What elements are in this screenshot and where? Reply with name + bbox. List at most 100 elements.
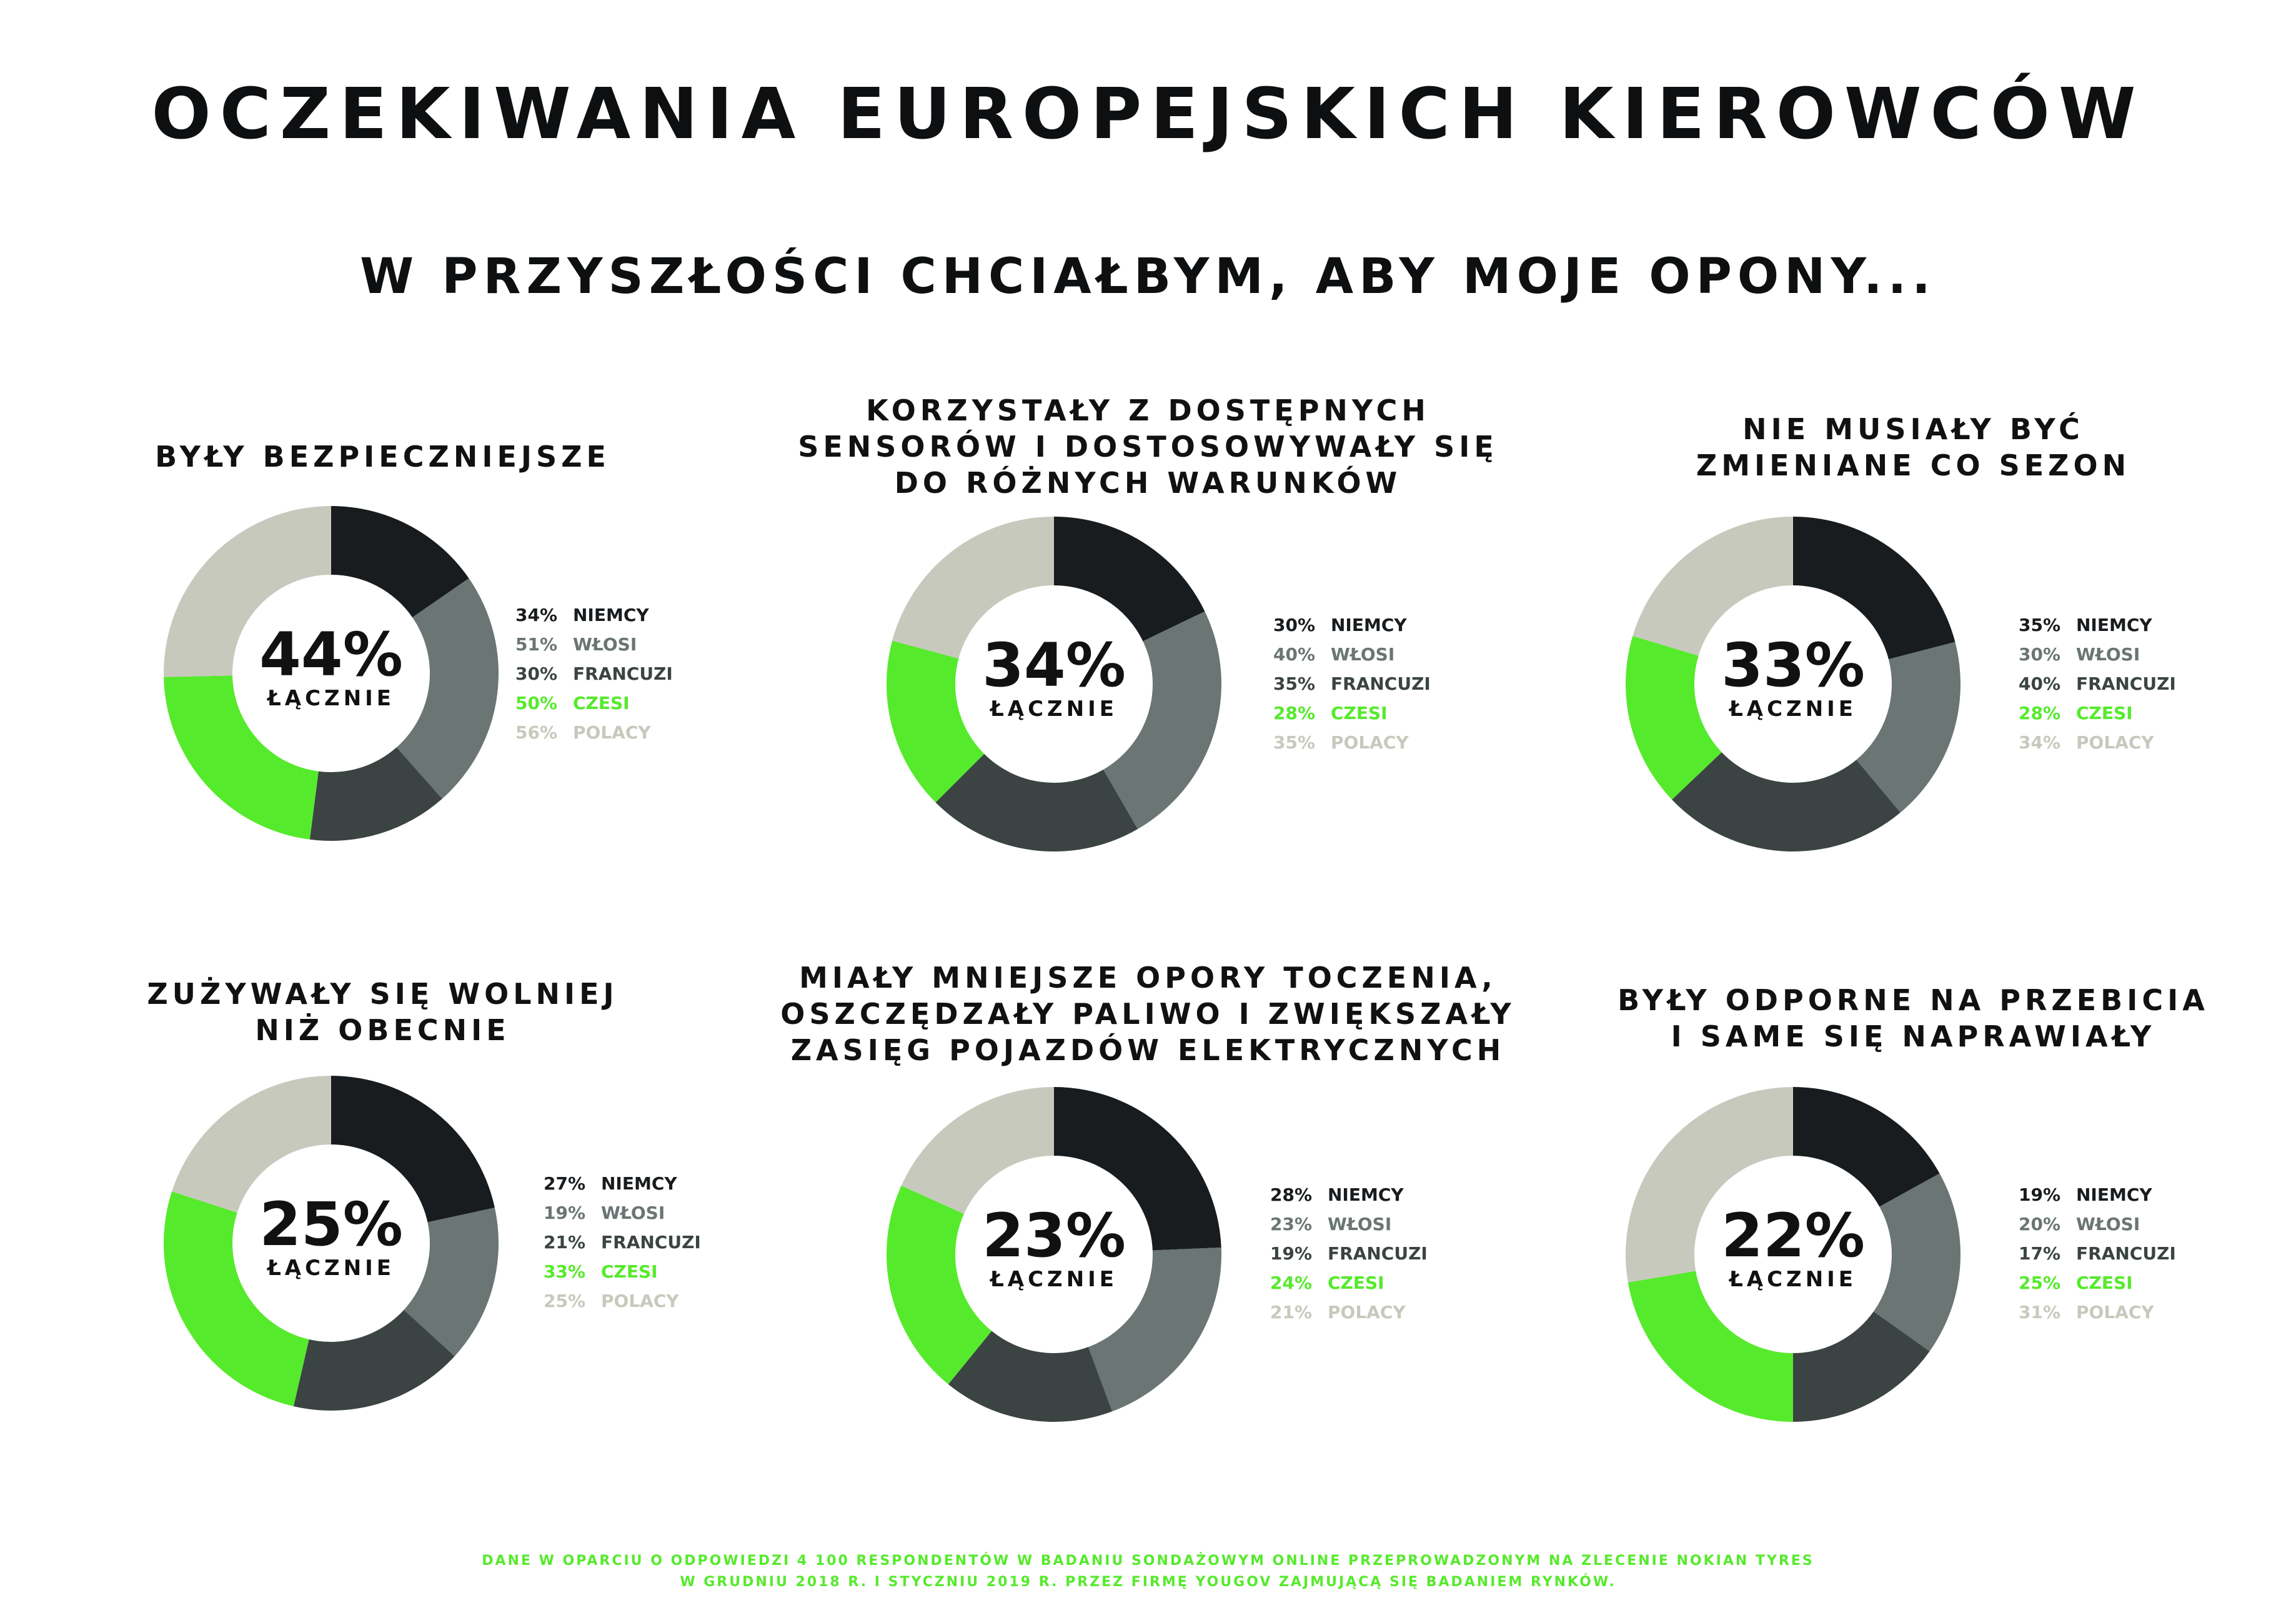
total-label: ŁĄCZNIE [990, 697, 1118, 722]
legend-label: POLACY [2076, 732, 2154, 753]
legend-row-wlosi: 23% WŁOSI [1270, 1214, 1428, 1243]
legend-label: NIEMCY [1328, 1184, 1404, 1205]
legend-row-polacy: 31% POLACY [2019, 1302, 2176, 1331]
slice-wlosi [1873, 1173, 1961, 1352]
slice-niemcy [331, 1076, 495, 1223]
legend-row-niemcy: 27% NIEMCY [544, 1173, 701, 1203]
legend-value: 21% [1270, 1302, 1313, 1323]
legend-row-polacy: 34% POLACY [2019, 732, 2176, 762]
chart-title-line: KORZYSTAŁY Z DOSTĘPNYCH [866, 394, 1430, 427]
legend: 34% NIEMCY 51% WŁOSI 30% FRANCUZI 50% CZESI … [515, 605, 673, 752]
legend: 27% NIEMCY 19% WŁOSI 21% FRANCUZI 33% CZESI … [544, 1173, 701, 1320]
legend: 19% NIEMCY 20% WŁOSI 17% FRANCUZI 25% CZESI … [2019, 1184, 2176, 1331]
chart-title-line: DO RÓŻNYCH WARUNKÓW [894, 466, 1402, 500]
legend-row-niemcy: 28% NIEMCY [1270, 1184, 1428, 1214]
total-label: ŁĄCZNIE [1729, 697, 1857, 722]
legend-row-polacy: 21% POLACY [1270, 1302, 1428, 1331]
legend-label: POLACY [2076, 1302, 2154, 1323]
slice-francuzi [948, 1331, 1113, 1422]
legend-row-wlosi: 40% WŁOSI [1273, 644, 1431, 673]
chart-title-line: SENSORÓW I DOSTOSOWYWAŁY SIĘ [798, 430, 1498, 464]
legend-row-czesi: 33% CZESI [544, 1261, 701, 1291]
legend-label: CZESI [573, 693, 630, 713]
legend-value: 19% [2019, 1184, 2061, 1205]
legend-row-polacy: 25% POLACY [544, 1291, 701, 1320]
slice-francuzi [309, 747, 442, 841]
chart-panel-5: MIAŁY MNIEJSZE OPORY TOCZENIA, OSZCZĘDZA… [765, 925, 1531, 1487]
legend-value: 20% [2019, 1214, 2061, 1234]
slice-francuzi [293, 1309, 455, 1411]
total-value: 23% [982, 1201, 1126, 1271]
chart-title-line: OSZCZĘDZAŁY PALIWO I ZWIĘKSZAŁY [780, 997, 1516, 1031]
legend-row-czesi: 50% CZESI [515, 693, 673, 722]
page-subtitle: W PRZYSZŁOŚCI CHCIAŁBYM, ABY MOJE OPONY.… [360, 249, 1936, 305]
total-value: 44% [259, 620, 403, 690]
slice-wlosi [1103, 611, 1221, 830]
slice-czesi [164, 675, 319, 840]
legend-row-francuzi: 21% FRANCUZI [544, 1232, 701, 1261]
legend-row-niemcy: 30% NIEMCY [1273, 615, 1431, 644]
total-value: 25% [259, 1189, 403, 1259]
slice-polacy [1626, 1087, 1793, 1283]
slice-polacy [164, 506, 331, 677]
legend-label: WŁOSI [2076, 1214, 2140, 1234]
page-title: OCZEKIWANIA EUROPEJSKICH KIEROWCÓW [151, 74, 2145, 155]
chart-title-line: ZUŻYWAŁY SIĘ WOLNIEJ [147, 977, 619, 1011]
legend-label: FRANCUZI [601, 1232, 701, 1253]
legend: 28% NIEMCY 23% WŁOSI 19% FRANCUZI 24% CZESI … [1270, 1184, 1428, 1331]
footnote: DANE W OPARCIU O ODPOWIEDZI 4 100 RESPON… [0, 1551, 2296, 1593]
legend-value: 35% [1273, 673, 1316, 694]
chart-panel-3: NIE MUSIAŁY BYĆ ZMIENIANE CO SEZON 33% Ł… [1531, 350, 2296, 912]
legend-row-francuzi: 30% FRANCUZI [515, 663, 673, 693]
slice-wlosi [404, 1208, 499, 1356]
slice-polacy [172, 1076, 331, 1213]
legend-label: POLACY [1331, 732, 1409, 753]
chart-title-line: BYŁY ODPORNE NA PRZEBICIA [1618, 983, 2209, 1017]
legend-row-wlosi: 51% WŁOSI [515, 634, 673, 663]
chart-panel-4: ZUŻYWAŁY SIĘ WOLNIEJ NIŻ OBECNIE 25% ŁĄC… [0, 925, 765, 1487]
footnote-line: DANE W OPARCIU O ODPOWIEDZI 4 100 RESPON… [482, 1553, 1814, 1569]
chart-title-line: I SAME SIĘ NAPRAWIAŁY [1671, 1020, 2156, 1053]
legend-label: FRANCUZI [1328, 1243, 1428, 1264]
legend-label: CZESI [2076, 703, 2133, 723]
legend-label: WŁOSI [1328, 1214, 1392, 1234]
legend-row-czesi: 28% CZESI [1273, 703, 1431, 732]
chart-panel-6: BYŁY ODPORNE NA PRZEBICIA I SAME SIĘ NAP… [1531, 925, 2296, 1487]
legend-row-niemcy: 34% NIEMCY [515, 605, 673, 634]
legend-label: WŁOSI [601, 1203, 665, 1223]
donut-chart [887, 517, 1221, 851]
legend-value: 34% [2019, 732, 2061, 753]
chart-title-line: MIAŁY MNIEJSZE OPORY TOCZENIA, [799, 961, 1497, 995]
legend-label: FRANCUZI [573, 663, 673, 684]
legend-label: FRANCUZI [1331, 673, 1431, 694]
legend-value: 27% [544, 1173, 586, 1194]
slice-niemcy [1793, 1087, 1940, 1207]
legend-value: 31% [2019, 1302, 2061, 1323]
legend-value: 21% [544, 1232, 586, 1253]
slice-wlosi [396, 578, 499, 799]
legend-row-czesi: 28% CZESI [2019, 703, 2176, 732]
slice-polacy [892, 517, 1054, 659]
legend-value: 25% [544, 1291, 586, 1311]
slice-czesi [1626, 635, 1722, 800]
slice-wlosi [1088, 1248, 1221, 1412]
total-value: 34% [982, 630, 1126, 700]
legend-row-niemcy: 35% NIEMCY [2019, 615, 2176, 644]
legend-value: 17% [2019, 1243, 2061, 1264]
total-label: ŁĄCZNIE [267, 686, 395, 711]
legend-value: 28% [1270, 1184, 1313, 1205]
legend-row-francuzi: 40% FRANCUZI [2019, 673, 2176, 703]
slice-niemcy [1054, 1087, 1221, 1251]
legend-label: CZESI [2076, 1273, 2133, 1293]
slice-niemcy [1054, 517, 1205, 642]
slice-polacy [1633, 517, 1793, 656]
legend-label: WŁOSI [2076, 644, 2140, 665]
slice-polacy [901, 1087, 1054, 1214]
legend: 30% NIEMCY 40% WŁOSI 35% FRANCUZI 28% CZESI … [1273, 615, 1431, 762]
legend-value: 28% [2019, 703, 2061, 723]
legend-label: WŁOSI [1331, 644, 1395, 665]
legend-label: CZESI [601, 1261, 658, 1282]
chart-title: MIAŁY MNIEJSZE OPORY TOCZENIA, OSZCZĘDZA… [765, 960, 1531, 1068]
legend-label: CZESI [1328, 1273, 1384, 1293]
legend-row-wlosi: 19% WŁOSI [544, 1203, 701, 1232]
